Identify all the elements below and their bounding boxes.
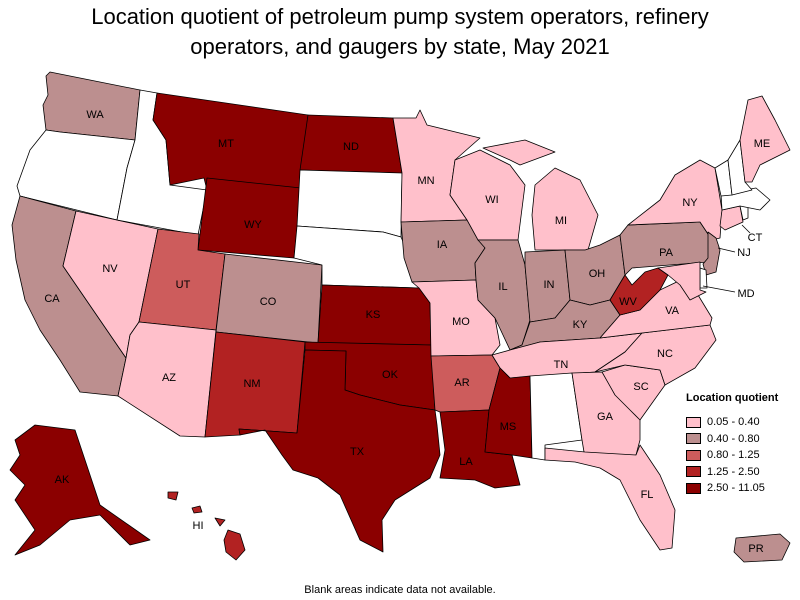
state-pr[interactable] bbox=[733, 533, 791, 563]
state-label-oh: OH bbox=[589, 268, 606, 280]
legend-label: 1.25 - 2.50 bbox=[707, 465, 760, 478]
title-line-2: operators, and gaugers by state, May 202… bbox=[190, 34, 610, 59]
state-de[interactable] bbox=[699, 267, 708, 289]
state-label-ga: GA bbox=[597, 411, 614, 423]
legend-label: 2.50 - 11.05 bbox=[707, 482, 765, 495]
leader-line-nj bbox=[717, 247, 736, 253]
state-label-nj: NJ bbox=[737, 247, 750, 259]
state-label-nm: NM bbox=[243, 378, 260, 390]
state-label-mo: MO bbox=[452, 316, 470, 328]
legend-title: Location quotient bbox=[686, 392, 779, 404]
state-label-il: IL bbox=[498, 281, 507, 293]
legend-item: 0.40 - 0.80 bbox=[686, 431, 798, 448]
state-label-mt: MT bbox=[218, 138, 234, 150]
state-label-hi: HI bbox=[193, 520, 204, 532]
state-label-ak: AK bbox=[55, 474, 70, 486]
state-tx[interactable] bbox=[238, 349, 441, 553]
leader-line-ct bbox=[741, 224, 751, 234]
state-mi[interactable] bbox=[482, 139, 599, 251]
legend: Location quotient 0.05 - 0.40 0.40 - 0.80… bbox=[686, 392, 798, 497]
state-label-ar: AR bbox=[454, 377, 469, 389]
state-label-va: VA bbox=[665, 305, 680, 317]
state-label-sc: SC bbox=[633, 381, 648, 393]
state-fl[interactable] bbox=[544, 444, 676, 551]
state-label-ky: KY bbox=[573, 319, 588, 331]
state-nh[interactable] bbox=[727, 139, 753, 196]
state-label-fl: FL bbox=[641, 489, 654, 501]
legend-item: 0.80 - 1.25 bbox=[686, 447, 798, 464]
legend-swatch bbox=[686, 466, 701, 478]
state-wa[interactable] bbox=[42, 71, 141, 141]
state-label-mn: MN bbox=[417, 175, 434, 187]
state-label-wi: WI bbox=[485, 194, 498, 206]
legend-label: 0.80 - 1.25 bbox=[707, 449, 760, 462]
legend-items: 0.05 - 0.40 0.40 - 0.80 0.80 - 1.25 1.25 - … bbox=[686, 414, 798, 497]
state-label-ny: NY bbox=[682, 197, 698, 209]
state-label-wa: WA bbox=[86, 109, 104, 121]
state-label-wv: WV bbox=[619, 296, 637, 308]
state-label-ks: KS bbox=[366, 309, 381, 321]
state-label-nd: ND bbox=[343, 141, 359, 153]
state-ak[interactable] bbox=[9, 424, 151, 556]
title-line-1: Location quotient of petroleum pump syst… bbox=[91, 4, 709, 29]
state-label-ok: OK bbox=[382, 369, 399, 381]
map-title: Location quotient of petroleum pump syst… bbox=[0, 2, 800, 62]
state-label-az: AZ bbox=[162, 372, 176, 384]
state-label-nc: NC bbox=[657, 348, 673, 360]
state-label-me: ME bbox=[754, 138, 771, 150]
state-hi[interactable] bbox=[167, 491, 246, 561]
state-nc[interactable] bbox=[594, 324, 717, 386]
state-me[interactable] bbox=[739, 95, 791, 183]
state-label-la: LA bbox=[459, 456, 473, 468]
state-label-mi: MI bbox=[555, 215, 567, 227]
footnote: Blank areas indicate data not available. bbox=[304, 584, 496, 596]
legend-swatch bbox=[686, 433, 701, 445]
legend-label: 0.40 - 0.80 bbox=[707, 432, 760, 445]
legend-swatch bbox=[686, 449, 701, 461]
legend-label: 0.05 - 0.40 bbox=[707, 416, 760, 429]
state-il[interactable] bbox=[474, 239, 531, 351]
legend-item: 0.05 - 0.40 bbox=[686, 414, 798, 431]
state-label-tn: TN bbox=[554, 359, 569, 371]
state-wy[interactable] bbox=[197, 177, 302, 259]
state-label-in: IN bbox=[544, 279, 555, 291]
leader-line-md bbox=[702, 285, 736, 293]
legend-item: 2.50 - 11.05 bbox=[686, 480, 798, 497]
state-label-ia: IA bbox=[437, 239, 448, 251]
state-md[interactable] bbox=[657, 261, 707, 301]
state-label-ca: CA bbox=[44, 293, 60, 305]
state-label-ms: MS bbox=[500, 421, 517, 433]
legend-item: 1.25 - 2.50 bbox=[686, 464, 798, 481]
state-label-ut: UT bbox=[176, 279, 191, 291]
legend-swatch bbox=[686, 416, 701, 428]
state-label-nv: NV bbox=[102, 263, 118, 275]
state-label-tx: TX bbox=[350, 446, 365, 458]
state-label-pa: PA bbox=[659, 247, 674, 259]
state-label-wy: WY bbox=[244, 219, 262, 231]
state-nj[interactable] bbox=[702, 231, 721, 276]
state-ny[interactable] bbox=[627, 159, 723, 241]
state-label-pr: PR bbox=[748, 543, 763, 555]
state-label-co: CO bbox=[260, 296, 277, 308]
state-label-ct: CT bbox=[748, 232, 763, 244]
state-label-md: MD bbox=[737, 288, 754, 300]
legend-swatch bbox=[686, 482, 701, 494]
